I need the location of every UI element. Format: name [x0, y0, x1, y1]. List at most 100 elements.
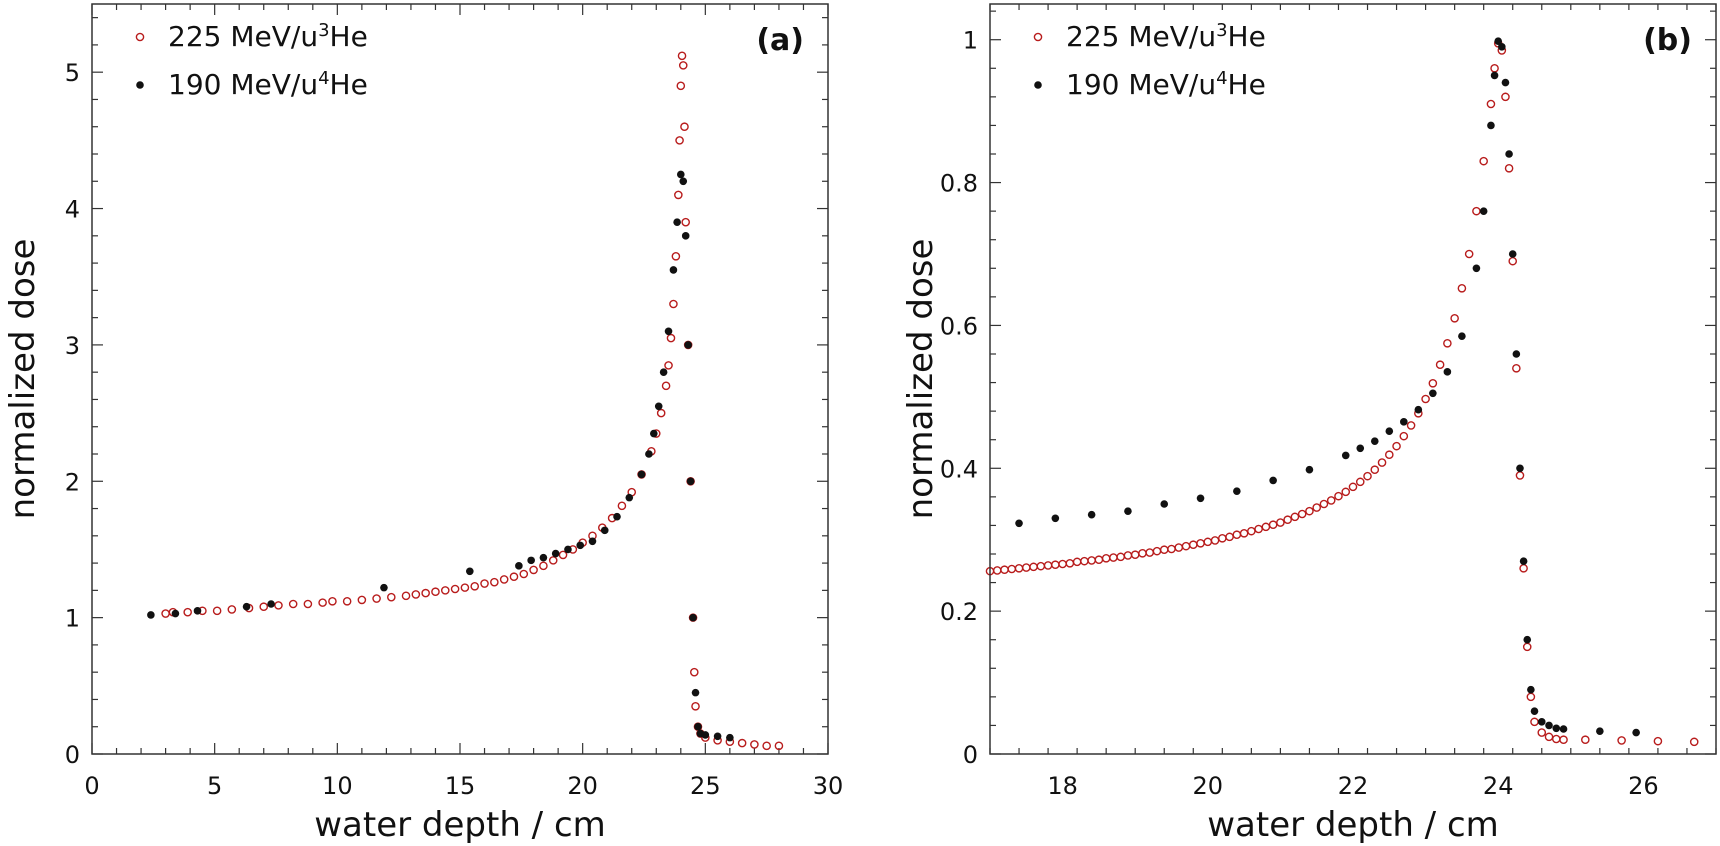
data-point-he3 [1334, 491, 1343, 501]
x-tick-label: 25 [690, 772, 721, 800]
data-point-he3 [1058, 559, 1067, 569]
data-point-he3 [1072, 557, 1082, 567]
data-point-he3 [1123, 551, 1133, 560]
data-point-he3 [212, 606, 222, 616]
data-point-he3 [666, 333, 676, 343]
data-point-he4 [701, 731, 710, 739]
data-point-he3 [1504, 163, 1514, 173]
data-point-he3 [1512, 363, 1521, 373]
data-point-he4 [1552, 724, 1561, 733]
data-point-he3 [1109, 553, 1118, 562]
data-point-he3 [689, 667, 699, 677]
data-point-he4 [527, 556, 535, 565]
data-point-he3 [1581, 735, 1590, 745]
data-point-he4 [1512, 350, 1521, 358]
data-point-he3 [1152, 546, 1162, 556]
data-point-he3 [1254, 524, 1263, 534]
data-point-he4 [677, 170, 685, 179]
data-point-he3 [318, 598, 327, 607]
x-tick-label: 0 [84, 772, 99, 800]
data-point-he4 [564, 545, 572, 554]
data-point-he4 [1087, 510, 1096, 519]
data-point-he4 [689, 613, 697, 622]
data-point-he4 [267, 600, 275, 608]
data-point-he3 [1348, 482, 1358, 492]
x-tick-label: 18 [1047, 772, 1078, 800]
data-point-he3 [460, 583, 470, 592]
data-point-he3 [675, 136, 684, 145]
data-point-he4 [1458, 332, 1466, 340]
y-tick-label: 0 [963, 741, 978, 769]
data-point-he3 [1551, 734, 1561, 744]
data-point-he3 [1326, 496, 1336, 505]
data-point-he4 [659, 368, 668, 376]
data-point-he4 [1505, 150, 1513, 158]
legend-label-he4: 190 MeV/u4He [168, 68, 368, 102]
data-point-he3 [401, 591, 411, 601]
data-point-he3 [558, 550, 568, 560]
data-point-he3 [656, 408, 666, 418]
data-point-he4 [679, 177, 688, 186]
data-point-he3 [499, 575, 509, 584]
data-point-he3 [1094, 555, 1104, 565]
data-point-he3 [1479, 156, 1488, 166]
data-point-he3 [1319, 499, 1329, 509]
data-point-he3 [1392, 441, 1401, 451]
legend-marker-he3 [135, 32, 145, 42]
data-point-he3 [1174, 543, 1184, 552]
data-point-he4 [1400, 418, 1408, 426]
x-tick-label: 24 [1483, 772, 1514, 800]
data-point-he4 [1385, 427, 1394, 435]
data-point-he4 [1356, 444, 1365, 453]
data-point-he3 [1181, 541, 1191, 551]
data-point-he3 [1065, 558, 1075, 568]
data-point-he3 [1225, 532, 1234, 542]
data-point-he3 [470, 581, 480, 591]
data-point-he3 [1530, 717, 1539, 727]
data-point-he4 [1124, 507, 1132, 515]
data-point-he4 [1596, 727, 1604, 735]
data-point-he3 [357, 595, 367, 605]
data-point-he4 [1443, 368, 1452, 376]
series-he3 [985, 38, 1699, 747]
legend-marker-he3 [1033, 32, 1043, 42]
data-point-he4 [1519, 557, 1528, 565]
y-tick-label: 2 [65, 468, 80, 496]
data-point-he3 [1276, 518, 1285, 527]
data-point-he4 [1498, 43, 1506, 51]
panel-a-ticks [91, 4, 829, 755]
data-point-he4 [1233, 487, 1241, 495]
panel-a-legend: 225 MeV/u3He 190 MeV/u4He [135, 20, 368, 102]
data-point-he3 [288, 599, 298, 609]
data-point-he4 [1015, 519, 1023, 528]
data-point-he3 [387, 592, 396, 602]
data-point-he3 [1116, 552, 1125, 562]
data-point-he4 [1559, 725, 1568, 733]
data-point-he4 [1196, 494, 1205, 503]
panel-label-a: (a) [756, 23, 804, 58]
data-point-he4 [1527, 685, 1535, 694]
data-point-he4 [1632, 728, 1640, 737]
data-point-he3 [669, 299, 678, 309]
data-point-he3 [1537, 728, 1547, 737]
data-point-he3 [664, 361, 673, 370]
data-point-he3 [1559, 735, 1568, 745]
data-point-he3 [1007, 564, 1017, 574]
data-point-he3 [372, 594, 381, 603]
x-tick-label: 30 [813, 772, 844, 800]
data-point-he3 [1247, 526, 1256, 536]
x-tick-label: 20 [1193, 772, 1224, 800]
data-point-he3 [411, 590, 421, 599]
data-point-he3 [750, 740, 759, 749]
data-point-he3 [1385, 450, 1394, 460]
data-point-he3 [737, 738, 747, 748]
data-point-he4 [1487, 121, 1495, 130]
legend-marker-he4 [136, 81, 144, 89]
data-point-he3 [680, 122, 689, 132]
data-point-he4 [613, 512, 621, 521]
data-point-he4 [1341, 451, 1350, 460]
data-point-he3 [1457, 283, 1467, 293]
data-point-he4 [681, 232, 690, 240]
data-point-he3 [529, 565, 538, 575]
